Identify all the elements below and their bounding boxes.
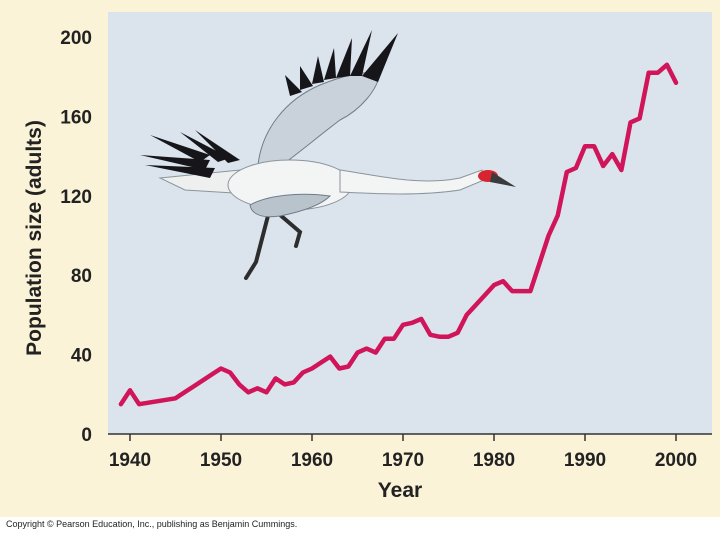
x-tick-label: 1970	[382, 450, 424, 471]
crane-lower-wing	[249, 193, 332, 218]
crane-upper-wing-primaries	[285, 30, 398, 96]
x-axis-ticks: 1940 1950 1960 1970 1980 1990 2000	[109, 434, 697, 471]
x-tick-label: 1960	[291, 450, 333, 471]
x-tick-label: 1990	[564, 450, 606, 471]
population-line	[118, 62, 679, 407]
y-tick-label: 120	[60, 187, 92, 208]
whooping-crane-image	[140, 30, 516, 280]
x-tick-label: 2000	[655, 450, 697, 471]
x-tick-label: 1950	[200, 450, 242, 471]
crane-bill	[490, 172, 516, 187]
y-tick-label: 0	[81, 425, 92, 446]
y-tick-label: 40	[71, 346, 92, 367]
x-tick-label: 1940	[109, 450, 151, 471]
x-axis-title: Year	[378, 479, 422, 502]
y-tick-label: 80	[71, 266, 92, 287]
plot-area	[108, 12, 712, 434]
crane-tail-feathers	[140, 130, 240, 178]
y-tick-label: 200	[60, 28, 92, 49]
y-axis-title: Population size (adults)	[23, 120, 46, 356]
copyright-notice: Copyright © Pearson Education, Inc., pub…	[6, 519, 298, 529]
x-tick-label: 1980	[473, 450, 515, 471]
y-axis-ticks: 0 40 80 120 160 200	[60, 28, 92, 446]
y-tick-label: 160	[60, 107, 92, 128]
